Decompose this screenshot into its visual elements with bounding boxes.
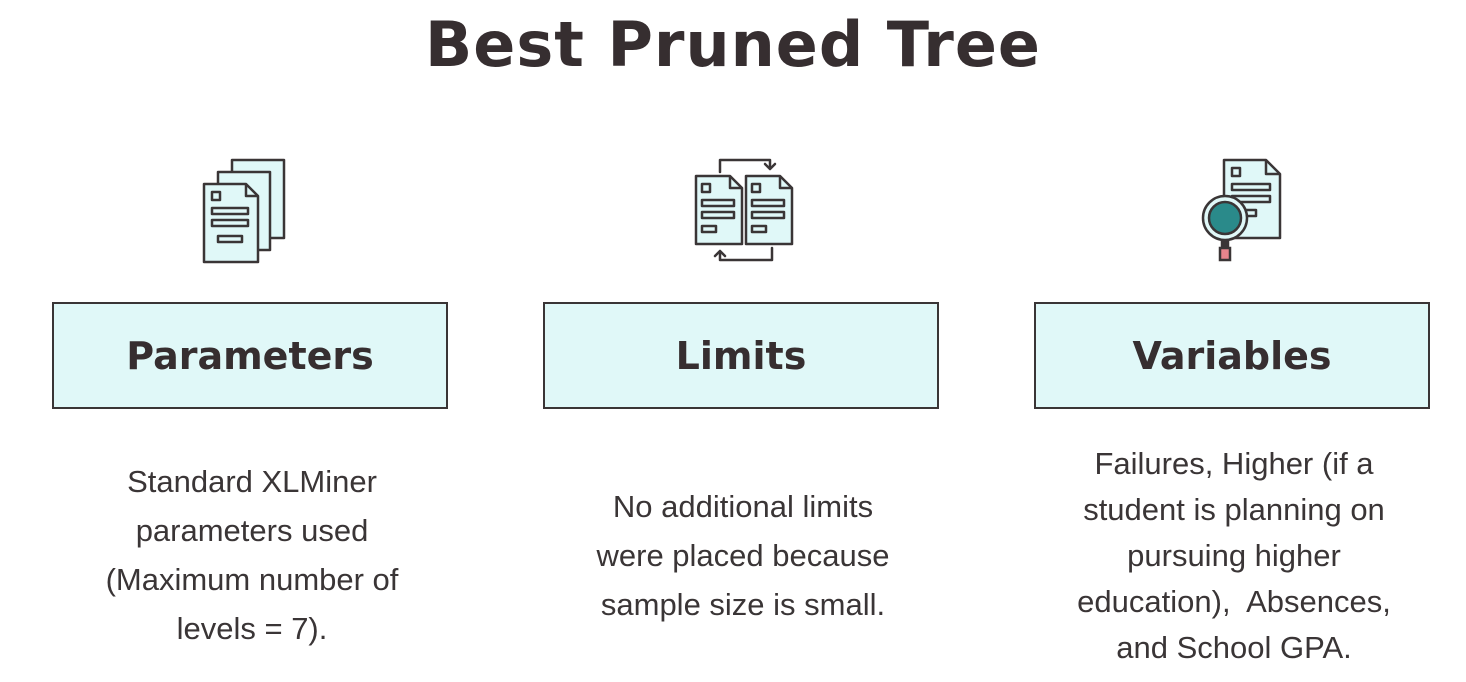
- description-line: parameters used: [135, 513, 369, 548]
- limits-heading: Limits: [675, 333, 807, 378]
- parameters-box: Parameters: [52, 302, 448, 409]
- description-line: No additional limits: [612, 489, 874, 524]
- description-line: education), Absences,: [1077, 584, 1391, 619]
- description-line: sample size is small.: [600, 587, 886, 622]
- variables-heading: Variables: [1132, 333, 1332, 378]
- description-line: Failures, Higher (if a: [1094, 446, 1374, 481]
- description-line: and School GPA.: [1116, 630, 1352, 665]
- limits-box: Limits: [543, 302, 939, 409]
- description-line: levels = 7).: [176, 611, 328, 646]
- page-title: Best Pruned Tree: [425, 8, 1041, 81]
- variables-description: Failures, Higher (if a student is planni…: [1034, 441, 1434, 671]
- parameters-heading: Parameters: [126, 333, 374, 378]
- description-line: student is planning on: [1083, 492, 1385, 527]
- document-exchange-icon: [688, 156, 798, 266]
- description-line: were placed because: [596, 538, 890, 573]
- parameters-description: Standard XLMiner parameters used (Maximu…: [52, 457, 452, 653]
- description-line: pursuing higher: [1127, 538, 1341, 573]
- document-search-icon: [1180, 156, 1290, 266]
- variables-box: Variables: [1034, 302, 1430, 409]
- limits-description: No additional limits were placed because…: [543, 482, 943, 629]
- description-line: (Maximum number of: [105, 562, 399, 597]
- stacked-documents-icon: [194, 156, 304, 266]
- description-line: Standard XLMiner: [127, 464, 377, 499]
